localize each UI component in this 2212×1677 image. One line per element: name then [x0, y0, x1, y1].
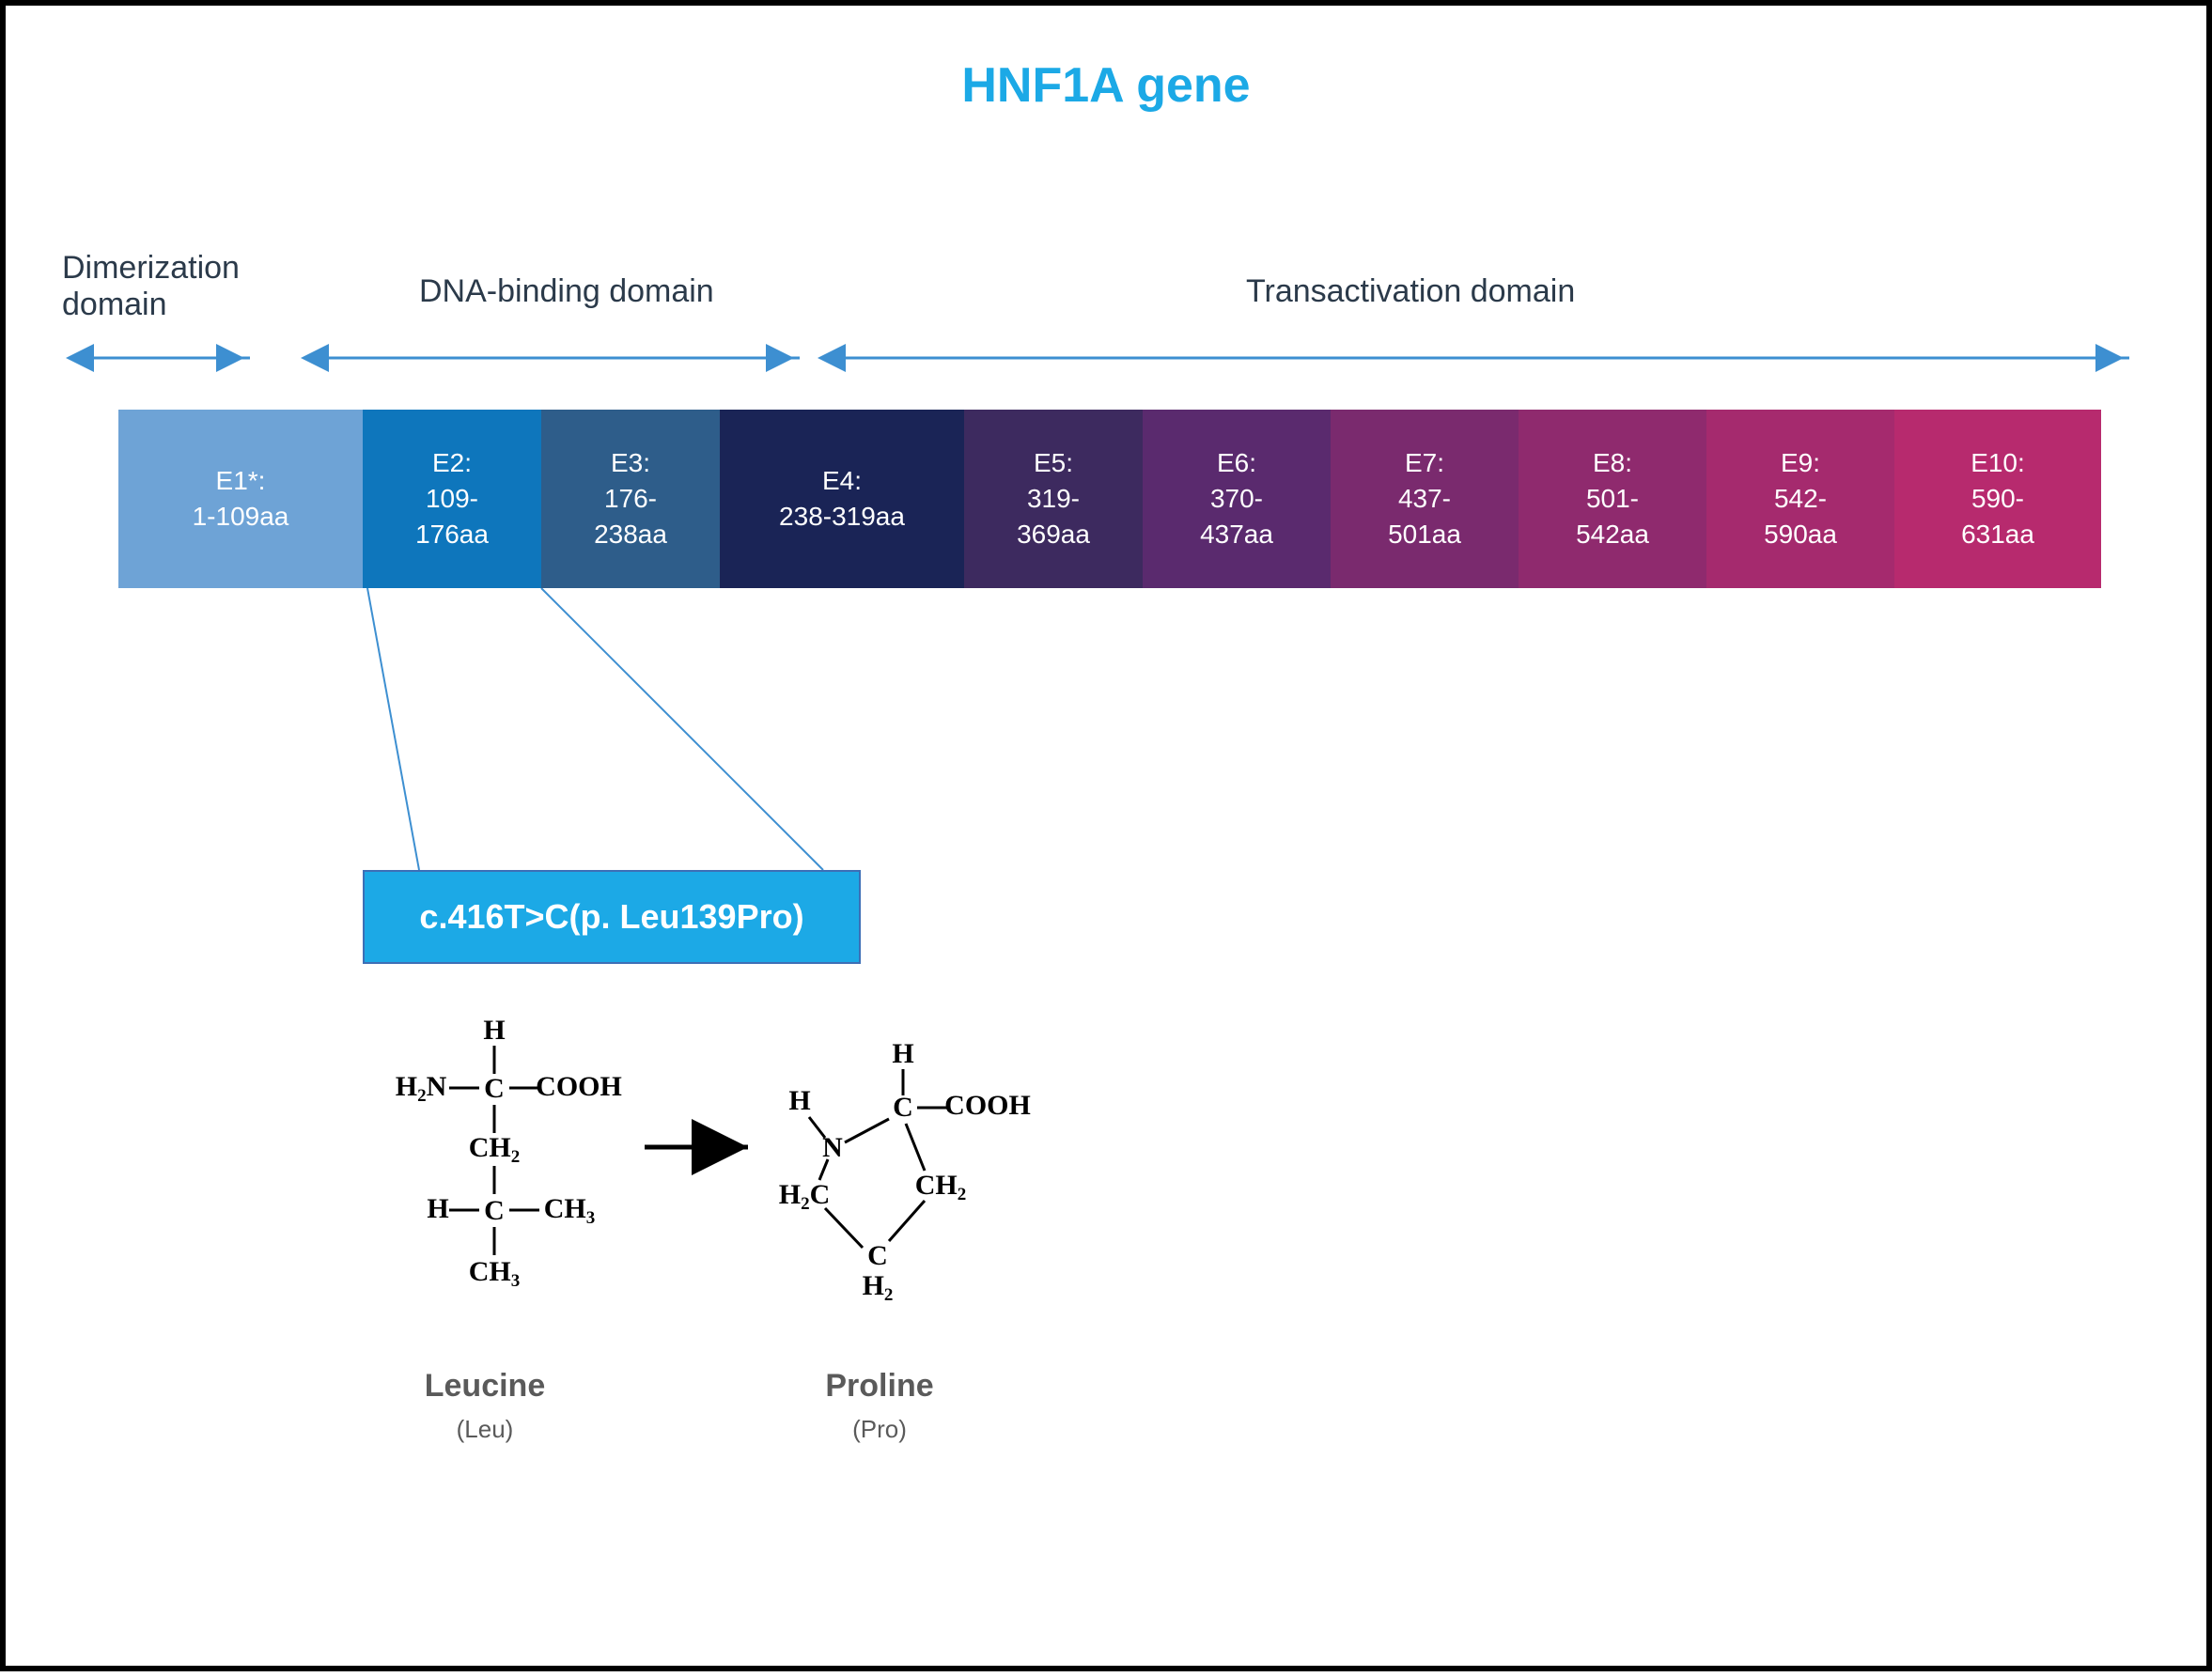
- svg-text:H: H: [788, 1085, 810, 1116]
- exon-10: E10: 590- 631aa: [1894, 410, 2101, 588]
- svg-text:C: C: [893, 1092, 913, 1123]
- exon-1: E1*: 1-109aa: [118, 410, 363, 588]
- svg-text:C: C: [484, 1073, 505, 1104]
- svg-text:COOH: COOH: [536, 1071, 622, 1102]
- exon-4: E4: 238-319aa: [720, 410, 964, 588]
- exon-6: E6: 370- 437aa: [1143, 410, 1331, 588]
- svg-text:H: H: [427, 1193, 448, 1224]
- exon-7: E7: 437- 501aa: [1331, 410, 1519, 588]
- svg-text:H2: H2: [863, 1270, 894, 1305]
- leucine-structure: H H2N C COOH CH2 H C CH3 CH3: [382, 1016, 626, 1340]
- svg-text:COOH: COOH: [944, 1090, 1031, 1121]
- exon-9: E9: 542- 590aa: [1706, 410, 1894, 588]
- svg-text:CH2: CH2: [915, 1170, 967, 1204]
- svg-text:H2N: H2N: [396, 1071, 447, 1106]
- svg-text:H: H: [892, 1039, 913, 1069]
- exon-3: E3: 176- 238aa: [541, 410, 720, 588]
- domain-arrows-svg: [6, 6, 2212, 1677]
- svg-text:C: C: [484, 1195, 505, 1226]
- svg-text:H2C: H2C: [779, 1179, 831, 1214]
- exon-2: E2: 109- 176aa: [363, 410, 541, 588]
- leucine-label: Leucine: [410, 1368, 560, 1405]
- proline-label: Proline: [804, 1368, 955, 1405]
- svg-text:C: C: [867, 1240, 888, 1271]
- svg-text:CH3: CH3: [544, 1193, 596, 1228]
- svg-text:H: H: [483, 1016, 505, 1046]
- proline-structure: H H C COOH N CH2 C H2 H2C: [757, 1039, 1039, 1344]
- exon-5: E5: 319- 369aa: [964, 410, 1143, 588]
- exon-bar: E1*: 1-109aaE2: 109- 176aaE3: 176- 238aa…: [118, 410, 2101, 588]
- proline-sublabel: (Pro): [833, 1415, 927, 1444]
- diagram-canvas: HNF1A gene Dimerization domain DNA-bindi…: [0, 0, 2212, 1671]
- svg-text:CH2: CH2: [469, 1132, 521, 1167]
- mutation-callout: c.416T>C(p. Leu139Pro): [363, 870, 861, 964]
- svg-text:CH3: CH3: [469, 1256, 521, 1291]
- exon-8: E8: 501- 542aa: [1519, 410, 1706, 588]
- leucine-sublabel: (Leu): [438, 1415, 532, 1444]
